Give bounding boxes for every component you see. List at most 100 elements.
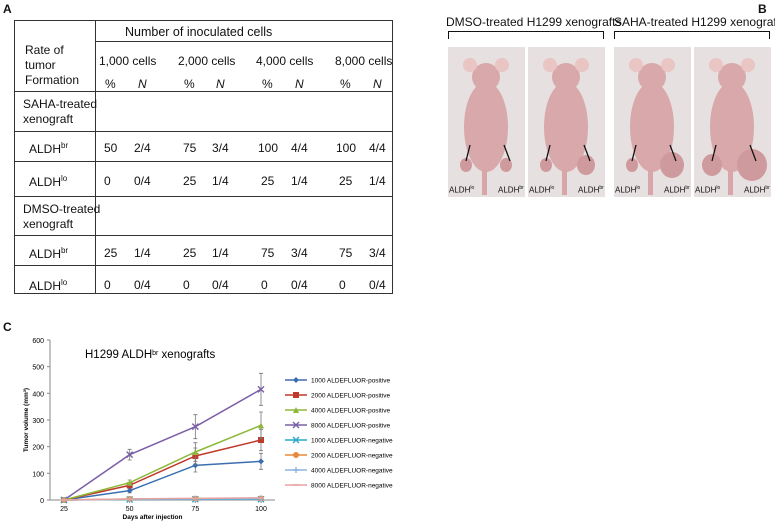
- row-value: 3/4: [291, 246, 308, 260]
- y-tick-label: 500: [32, 365, 44, 372]
- row-label-text: ALDH: [29, 279, 62, 293]
- data-point: [126, 479, 133, 486]
- row-value: 0: [104, 174, 111, 188]
- tumor-volume-chart: 0 100 200 300 400 500 600 25 50 75 100 Days after i…: [23, 338, 393, 521]
- row-value: 4/4: [291, 141, 308, 155]
- mouse-illustration: [540, 58, 595, 195]
- legend-label: 8000 ALDEFLUOR-negative: [311, 483, 393, 490]
- cell-count-header: 1,000 cells: [99, 54, 157, 68]
- dmso-photos-title: DMSO-treated H1299 xenografts: [446, 15, 622, 29]
- series-line: [63, 460, 262, 501]
- row-value: 25: [339, 174, 353, 188]
- y-tick-label: 0: [40, 498, 44, 505]
- data-point: [292, 436, 300, 444]
- series-line: [63, 497, 262, 501]
- data-point: [293, 377, 299, 383]
- data-point: [191, 423, 199, 431]
- rate-label-line: Rate of: [25, 43, 64, 57]
- row-value: 25: [104, 246, 118, 260]
- table-header-rule: [95, 41, 392, 42]
- data-point: [258, 437, 264, 443]
- row-value: 100: [258, 141, 279, 155]
- legend-label: 2000 ALDEFLUOR-positive: [311, 393, 391, 400]
- xenograft-photos: DMSO-treated H1299 xenografts SAHA-treat…: [440, 15, 775, 200]
- x-tick-label: 50: [126, 506, 134, 513]
- saha-bracket: [614, 31, 770, 39]
- data-point: [293, 467, 299, 473]
- table-row-rule: [15, 131, 392, 132]
- table-row-rule: [15, 91, 392, 92]
- rate-label-line: tumor: [25, 58, 56, 72]
- row-value: 3/4: [212, 141, 229, 155]
- row-value: 0: [261, 278, 268, 292]
- table-header-main: Number of inoculated cells: [125, 25, 273, 39]
- aldh-lo-label: ALDHlo: [695, 185, 721, 195]
- data-point: [293, 407, 299, 413]
- x-tick-label: 100: [255, 506, 267, 513]
- panel-label-a: A: [3, 2, 12, 16]
- row-value: 0/4: [369, 278, 386, 292]
- y-tick-label: 100: [32, 471, 44, 478]
- row-label-sup: br: [61, 246, 69, 255]
- data-point: [258, 458, 264, 465]
- row-value: 1/4: [134, 246, 151, 260]
- chart-title: H1299 ALDHbr xenografts: [85, 349, 216, 361]
- group-title-line: xenograft: [23, 112, 74, 126]
- dmso-bracket: [448, 31, 604, 39]
- row-label-text: ALDH: [29, 142, 62, 156]
- data-point: [293, 452, 299, 458]
- legend-label: 4000 ALDEFLUOR-positive: [311, 408, 391, 415]
- aldh-lo-label: ALDHlo: [529, 185, 555, 195]
- legend-label: 4000 ALDEFLUOR-negative: [311, 468, 393, 475]
- row-label-sup: lo: [61, 278, 68, 287]
- data-point: [126, 451, 134, 459]
- row-value: 0/4: [291, 278, 308, 292]
- row-label: ALDHlo: [29, 278, 67, 293]
- data-point: [258, 422, 264, 429]
- group-title-line: xenograft: [23, 217, 74, 231]
- legend-label: 1000 ALDEFLUOR-positive: [311, 378, 391, 385]
- row-value: 25: [183, 246, 197, 260]
- legend-label: 1000 ALDEFLUOR-negative: [311, 438, 393, 445]
- data-point: [292, 421, 300, 429]
- data-point: [192, 449, 199, 455]
- row-value: 50: [104, 141, 118, 155]
- y-tick-label: 200: [32, 445, 44, 452]
- x-tick-label: 75: [191, 506, 199, 513]
- row-value: 75: [261, 246, 275, 260]
- mouse-illustration: [460, 58, 512, 195]
- series-line: [63, 424, 262, 501]
- row-value: 4/4: [369, 141, 386, 155]
- row-value: 100: [336, 141, 357, 155]
- aldh-br-label: ALDHbr: [498, 185, 524, 195]
- mouse-photo: ALDHlo ALDHbr: [614, 47, 691, 197]
- row-value: 0: [104, 278, 111, 292]
- data-point: [126, 487, 133, 494]
- table-row-rule: [15, 196, 392, 197]
- row-value: 0: [183, 278, 190, 292]
- panel-label-b: B: [758, 2, 767, 16]
- y-tick-label: 300: [32, 418, 44, 425]
- row-value: 75: [183, 141, 197, 155]
- table-row-rule: [15, 161, 392, 162]
- percent-header: %: [262, 77, 273, 91]
- panel-label-c: C: [3, 320, 12, 334]
- data-point: [293, 392, 299, 398]
- mouse-illustration: [626, 58, 684, 195]
- mouse-photo: ALDHlo ALDHbr: [528, 47, 605, 197]
- row-value: 1/4: [369, 174, 386, 188]
- data-point: [258, 495, 264, 502]
- row-value: 0: [339, 278, 346, 292]
- n-header: N: [373, 77, 382, 91]
- mouse-illustration: [702, 58, 767, 195]
- aldh-lo-label: ALDHlo: [615, 185, 641, 195]
- row-value: 0/4: [134, 278, 151, 292]
- table-row-rule: [15, 235, 392, 236]
- aldh-br-label: ALDHbr: [744, 185, 770, 195]
- row-label: ALDHlo: [29, 174, 67, 189]
- cell-count-header: 2,000 cells: [178, 54, 236, 68]
- row-value: 0/4: [212, 278, 229, 292]
- table-row-rule: [15, 265, 392, 266]
- cell-count-header: 4,000 cells: [256, 54, 314, 68]
- n-header: N: [138, 77, 147, 91]
